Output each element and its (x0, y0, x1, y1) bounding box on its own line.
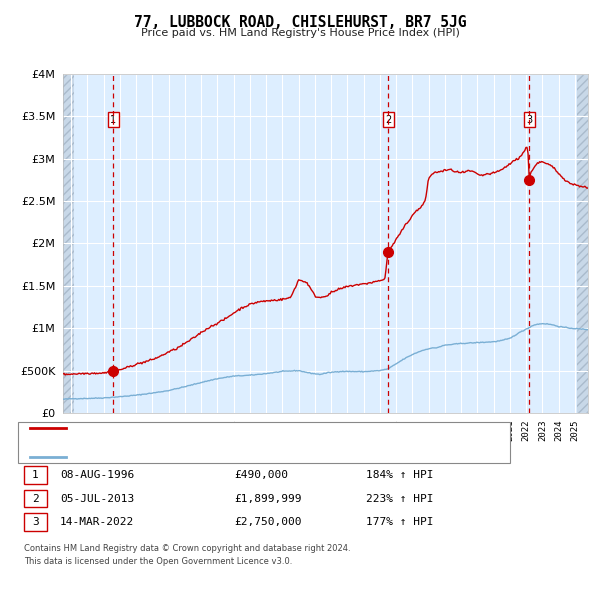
Text: 177% ↑ HPI: 177% ↑ HPI (366, 517, 433, 527)
Text: 3: 3 (526, 114, 532, 124)
Bar (577, 74, 588, 413)
Text: 77, LUBBOCK ROAD, CHISLEHURST, BR7 5JG (detached house): 77, LUBBOCK ROAD, CHISLEHURST, BR7 5JG (… (69, 423, 392, 432)
Text: 1: 1 (110, 114, 116, 124)
FancyBboxPatch shape (63, 74, 74, 413)
Text: 2: 2 (32, 494, 39, 503)
Text: 2: 2 (385, 114, 391, 124)
Text: 05-JUL-2013: 05-JUL-2013 (60, 494, 134, 503)
Text: This data is licensed under the Open Government Licence v3.0.: This data is licensed under the Open Gov… (24, 557, 292, 566)
Text: Contains HM Land Registry data © Crown copyright and database right 2024.: Contains HM Land Registry data © Crown c… (24, 544, 350, 553)
Bar (63, 74, 74, 413)
Text: £490,000: £490,000 (234, 470, 288, 480)
Text: 184% ↑ HPI: 184% ↑ HPI (366, 470, 433, 480)
Text: 223% ↑ HPI: 223% ↑ HPI (366, 494, 433, 503)
Text: £1,899,999: £1,899,999 (234, 494, 302, 503)
FancyBboxPatch shape (577, 74, 588, 413)
Text: Price paid vs. HM Land Registry's House Price Index (HPI): Price paid vs. HM Land Registry's House … (140, 28, 460, 38)
Text: 77, LUBBOCK ROAD, CHISLEHURST, BR7 5JG: 77, LUBBOCK ROAD, CHISLEHURST, BR7 5JG (134, 15, 466, 30)
Text: 08-AUG-1996: 08-AUG-1996 (60, 470, 134, 480)
Text: 3: 3 (32, 517, 39, 527)
Text: HPI: Average price, detached house, Bromley: HPI: Average price, detached house, Brom… (69, 453, 322, 462)
Text: 1: 1 (32, 470, 39, 480)
Text: 14-MAR-2022: 14-MAR-2022 (60, 517, 134, 527)
Text: £2,750,000: £2,750,000 (234, 517, 302, 527)
